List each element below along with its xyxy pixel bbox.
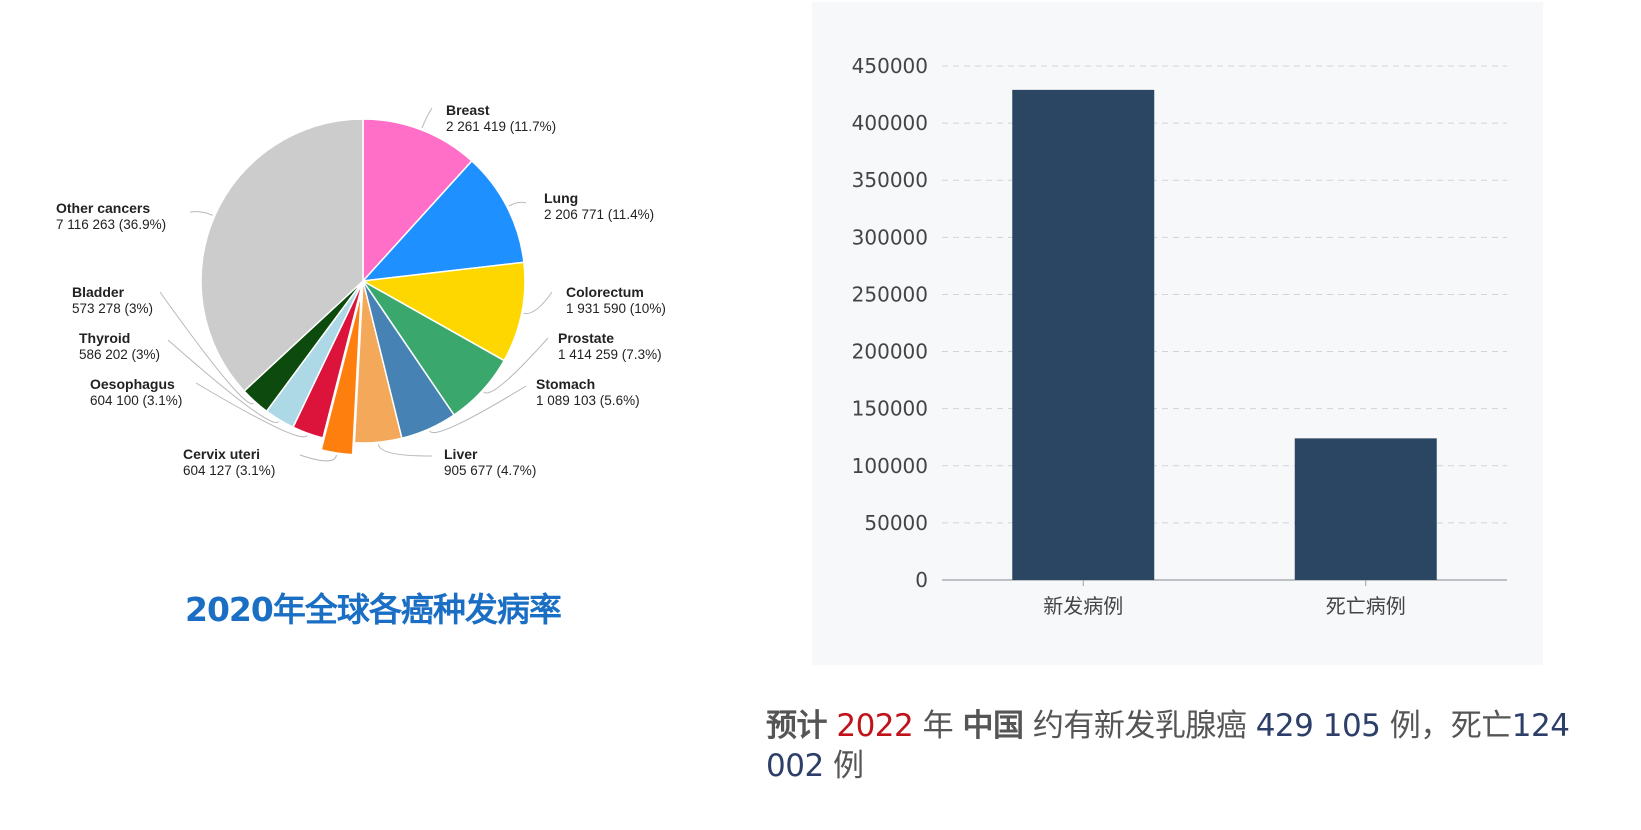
pie-slice-colorectum	[360, 261, 526, 362]
pie-label-thyroid: Thyroid	[79, 330, 130, 346]
pie-label-oesophagus: Oesophagus	[90, 376, 175, 392]
pie-slice-cervix-uteri	[320, 292, 362, 456]
pie-leader-cervix-uteri	[299, 454, 337, 462]
pie-value-prostate: 1 414 259 (7.3%)	[558, 347, 662, 362]
x-category-label: 死亡病例	[1326, 594, 1406, 618]
pie-slice-breast	[362, 118, 473, 283]
pie-label-liver: Liver	[444, 446, 478, 462]
pie-label-stomach: Stomach	[536, 376, 595, 392]
y-tick-label: 450000	[852, 54, 928, 78]
caption-new-cases: 429 105	[1255, 708, 1381, 744]
bar-chart: 0 50000 100000 150000 200000 250000 300000 3500…	[852, 54, 1507, 618]
y-tick-label: 0	[915, 568, 928, 592]
caption-part-1: 预计	[766, 708, 828, 744]
pie-leader-breast	[421, 107, 433, 129]
pie-value-stomach: 1 089 103 (5.6%)	[536, 393, 640, 408]
pie-label-bladder: Bladder	[72, 284, 125, 300]
y-tick-label: 400000	[852, 111, 928, 135]
caption-part-9: 例	[833, 748, 864, 784]
caption-deaths: 124 002	[766, 708, 1570, 784]
caption-year: 2022	[836, 708, 914, 744]
pie-leader-bladder	[159, 291, 254, 405]
y-tick-label: 250000	[852, 282, 928, 306]
y-tick-label: 300000	[852, 225, 928, 249]
pie-label-lung: Lung	[544, 190, 578, 206]
pie-leader-prostate	[483, 337, 549, 394]
y-tick-label: 100000	[852, 454, 928, 478]
pie-label-cervix-uteri: Cervix uteri	[183, 446, 260, 462]
y-tick-label: 50000	[864, 511, 928, 535]
x-category-label: 新发病例	[1043, 594, 1123, 618]
pie-value-bladder: 573 278 (3%)	[72, 301, 153, 316]
caption-country: 中国	[962, 708, 1024, 744]
bar-chart-panel: 0 50000 100000 150000 200000 250000 300000 3500…	[812, 2, 1543, 665]
bar-new-cases	[1012, 89, 1155, 580]
pie-label-other-cancers: Other cancers	[56, 200, 150, 216]
pie-chart-title: 2020年全球各癌种发病率	[185, 590, 562, 629]
pie-leader-lung	[508, 201, 527, 207]
caption-part-5: 约有新发乳腺癌	[1032, 708, 1247, 744]
pie-leader-oesophagus	[195, 382, 308, 438]
y-tick-label: 200000	[852, 340, 928, 364]
caption-part-3: 年	[922, 708, 954, 744]
pie-leader-colorectum	[523, 291, 553, 315]
pie-value-cervix-uteri: 604 127 (3.1%)	[183, 463, 275, 478]
pie-label-colorectum: Colorectum	[566, 284, 644, 300]
y-tick-label: 350000	[852, 168, 928, 192]
y-tick-label: 150000	[852, 397, 928, 421]
pie-leader-liver	[377, 444, 433, 457]
pie-slice-liver	[353, 280, 403, 444]
pie-value-colorectum: 1 931 590 (10%)	[566, 301, 666, 316]
pie-value-oesophagus: 604 100 (3.1%)	[90, 393, 182, 408]
pie-slice-other-cancers	[200, 118, 364, 393]
pie-label-breast: Breast	[446, 102, 490, 118]
pie-value-lung: 2 206 771 (11.4%)	[544, 207, 654, 222]
pie-value-liver: 905 677 (4.7%)	[444, 463, 536, 478]
summary-caption: 预计 2022 年 中国 约有新发乳腺癌 429 105 例，死亡124 002…	[766, 706, 1606, 786]
pie-value-thyroid: 586 202 (3%)	[79, 347, 160, 362]
pie-leader-stomach	[429, 385, 527, 434]
pie-value-breast: 2 261 419 (11.7%)	[446, 119, 556, 134]
pie-label-prostate: Prostate	[558, 330, 614, 346]
pie-leader-thyroid	[167, 339, 279, 423]
bar-deaths	[1294, 438, 1437, 580]
pie-value-other-cancers: 7 116 263 (36.9%)	[56, 217, 166, 232]
pie-slice-lung	[361, 159, 525, 282]
caption-part-7: 例，死亡	[1389, 708, 1513, 744]
pie-leader-other-cancers	[189, 211, 213, 216]
